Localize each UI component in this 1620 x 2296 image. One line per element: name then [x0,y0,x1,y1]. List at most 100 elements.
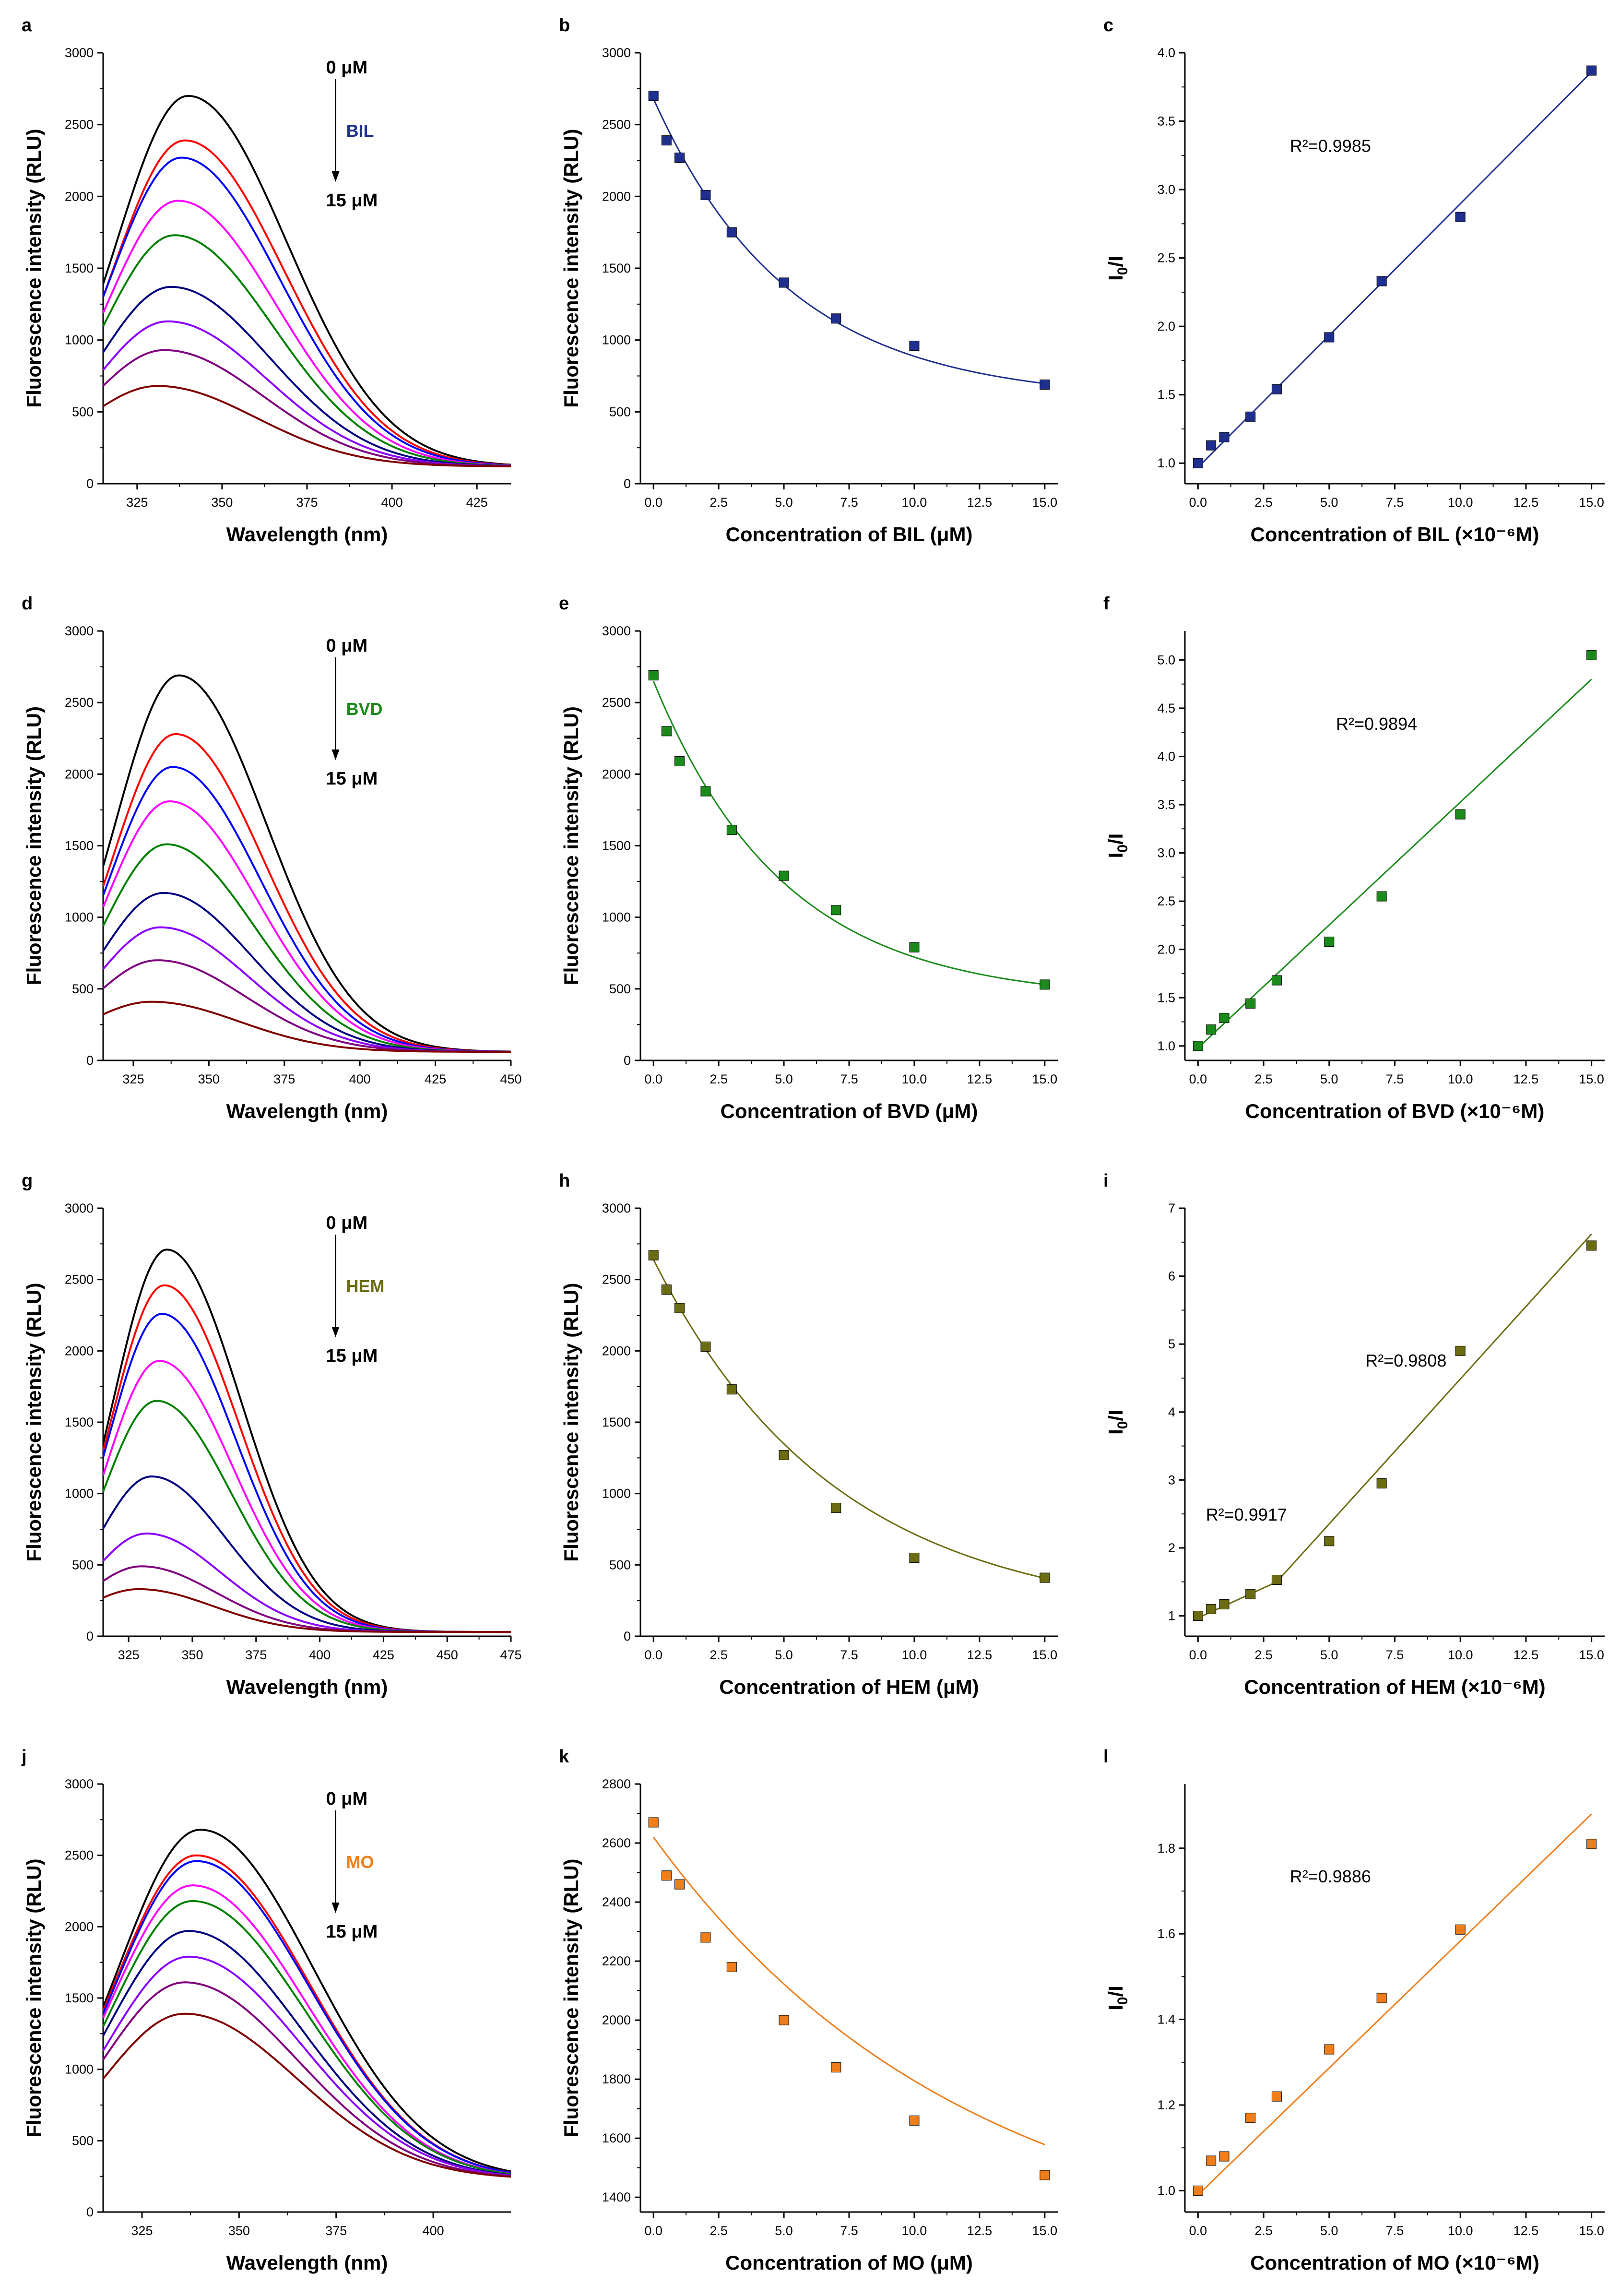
x-tick-label: 7.5 [1386,495,1404,510]
y-tick-label: 2500 [602,1273,631,1287]
y-tick-label: 1500 [65,1991,94,2005]
y-tick-label: 2500 [602,695,631,710]
x-tick-label: 15.0 [1032,495,1058,510]
y-tick-label: 7 [1168,1201,1175,1215]
x-tick-label: 7.5 [1386,2224,1404,2238]
y-tick-label: 2500 [65,118,94,132]
x-tick-label: 10.0 [1448,495,1473,510]
plot-area [1197,678,1592,1048]
data-point [1271,1574,1282,1585]
data-point [1586,65,1597,76]
y-tick-label: 1.2 [1157,2098,1175,2112]
spectrum-line-6 [103,320,511,467]
spectrum-line-0 [103,95,511,466]
y-tick-label: 1600 [602,2131,631,2145]
panel-c: 1.0 1.5 2.0 2.5 3.0 3.5 4.0 0.0 2.5 5.0 7.5 10.0 12.… [1103,15,1605,546]
y-tick-label: 3.5 [1157,114,1175,129]
y-tick-label: 2500 [65,1848,94,1863]
x-tick-label: 375 [296,495,318,510]
y-tick-label: 0 [624,1629,631,1643]
plot-area [1197,1233,1592,1619]
data-point [779,2015,789,2025]
x-tick-label: 5.0 [1320,2224,1338,2238]
spectrum-line-5 [103,1930,511,2176]
x-axis-title: Concentration of MO (×10⁻⁶M) [1250,2251,1539,2274]
x-tick-label: 0.0 [1189,2224,1207,2238]
panel-l: 1.0 1.2 1.4 1.6 1.8 0.0 2.5 5.0 7.5 10.0 12.5 15.0 l… [1103,1747,1605,2274]
x-tick-label: 10.0 [902,2224,927,2238]
spectrum-line-2 [103,156,511,466]
x-tick-label: 325 [131,2224,153,2238]
y-tick-label: 500 [609,982,631,996]
arrow-head-icon [331,1327,340,1337]
data-point [661,135,672,146]
x-axis-title: Wavelength (nm) [226,1100,388,1122]
x-tick-label: 10.0 [1448,2224,1473,2238]
y-tick-label: 3000 [602,46,631,60]
x-tick-label: 7.5 [840,495,858,510]
data-point [909,2115,920,2126]
x-tick-label: 325 [122,1072,144,1086]
x-axis-title: Wavelength (nm) [226,523,388,546]
panel-g: 0 500 1000 1500 2000 2500 3000 325 350 375 400 425 4… [22,1171,522,1698]
x-tick-label: 350 [181,1648,203,1662]
panel-letter: k [559,1747,569,1767]
x-tick-label: 2.5 [709,1648,728,1662]
x-tick-label: 5.0 [775,495,793,510]
y-tick-label: 1000 [65,2062,94,2077]
data-point [1206,1024,1217,1035]
data-point [1206,2155,1217,2166]
panel-a: 0 500 1000 1500 2000 2500 3000 325 350 375 400 425 a… [22,15,511,546]
r-squared-label: R²=0.9985 [1290,136,1371,156]
data-point [779,870,789,881]
y-tick-label: 0 [86,476,94,491]
data-point [661,1870,672,1881]
y-tick-label: 1000 [65,910,94,925]
data-point [674,1879,685,1890]
spectrum-line-8 [103,1588,511,1633]
panel-d: 0 500 1000 1500 2000 2500 3000 325 350 375 400 425 4… [22,594,522,1122]
x-tick-label: 400 [349,1072,371,1086]
x-tick-label: 0.0 [1189,495,1207,510]
x-tick-label: 475 [500,1648,521,1662]
plot-area [652,1259,1045,1579]
panel-letter: j [21,1747,27,1767]
data-point [1455,212,1466,222]
x-tick-label: 7.5 [1386,1072,1404,1086]
y-tick-label: 3000 [602,1201,631,1215]
data-point [831,1502,841,1513]
x-tick-label: 10.0 [902,1072,927,1086]
y-tick-label: 1 [1168,1609,1175,1623]
x-tick-label: 2.5 [1254,495,1273,510]
y-tick-label: 2000 [65,1344,94,1358]
x-tick-label: 15.0 [1032,1072,1058,1086]
spectrum-line-6 [103,926,511,1053]
y-axis-title: Fluorescence intensity (RLU) [23,129,45,407]
x-tick-label: 15.0 [1579,1648,1604,1662]
data-point [779,277,789,288]
plot-area [103,674,511,1053]
y-tick-label: 1400 [602,2190,631,2204]
x-tick-label: 15.0 [1579,495,1604,510]
spectrum-line-0 [103,1249,511,1633]
y-tick-label: 3000 [65,46,94,60]
r-squared-label: R²=0.9886 [1290,1867,1371,1886]
x-tick-label: 400 [423,2224,444,2238]
data-point [1455,1924,1466,1935]
y-tick-label: 3000 [602,624,631,638]
y-tick-label: 4.0 [1157,749,1175,763]
y-tick-label: 2400 [602,1895,631,1909]
data-point [1271,2091,1282,2102]
data-point [700,786,711,797]
x-tick-label: 10.0 [1448,1072,1473,1086]
data-point [1040,1572,1050,1583]
y-tick-label: 1500 [602,1415,631,1429]
start-concentration-label: 0 μM [326,1789,368,1809]
data-point [674,153,685,163]
data-point [1324,2044,1335,2055]
panel-letter: h [559,1171,570,1191]
y-tick-label: 1.0 [1157,2183,1175,2198]
data-point [700,1341,711,1352]
y-tick-label: 500 [609,1558,631,1572]
spectrum-line-3 [103,200,511,467]
